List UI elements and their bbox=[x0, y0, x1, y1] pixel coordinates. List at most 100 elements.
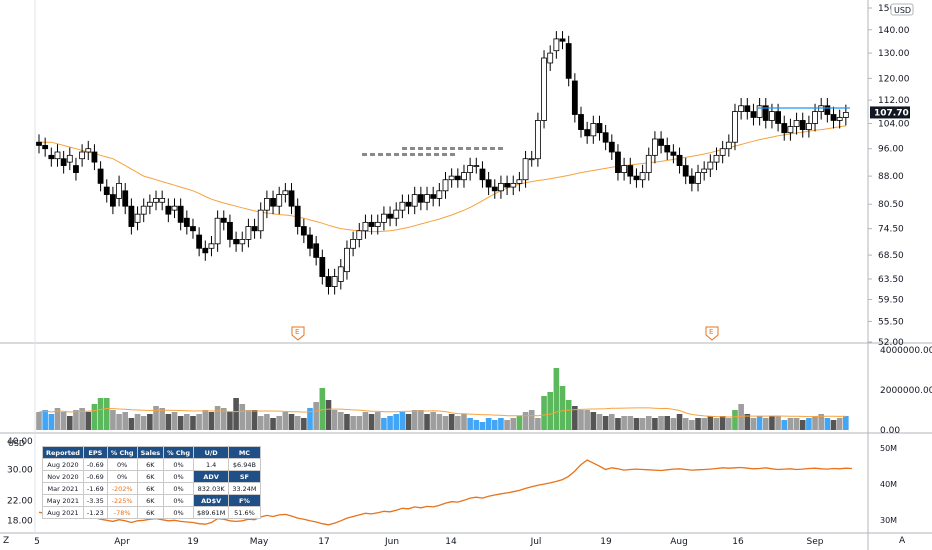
candle-body bbox=[830, 114, 837, 121]
candle-body bbox=[36, 141, 42, 146]
candle-body bbox=[541, 57, 547, 121]
volume-bar bbox=[769, 416, 775, 430]
cell-sales-chg: 0% bbox=[163, 482, 194, 495]
volume-bar bbox=[608, 414, 615, 430]
volume-bar bbox=[103, 398, 110, 430]
volume-bar bbox=[510, 418, 517, 430]
volume-bar bbox=[288, 414, 295, 430]
base-mark bbox=[426, 147, 431, 150]
volume-bar bbox=[405, 414, 412, 430]
cell-sales: 6K bbox=[136, 470, 165, 483]
price-tick-label: 68.50 bbox=[878, 251, 904, 261]
cell-sales-chg: 0% bbox=[163, 506, 194, 519]
col-eps: EPS bbox=[82, 446, 108, 459]
candle-body bbox=[793, 120, 800, 127]
volume-bar bbox=[54, 408, 61, 430]
volume-bar bbox=[584, 410, 590, 430]
candle-body bbox=[750, 111, 757, 118]
candle-body bbox=[220, 217, 227, 223]
volume-bar bbox=[393, 414, 400, 430]
volume-bar bbox=[559, 386, 566, 430]
volume-bar bbox=[541, 396, 547, 430]
candle-body bbox=[183, 217, 190, 227]
volume-tick-label: 0.00 bbox=[880, 426, 900, 436]
base-mark bbox=[426, 153, 431, 156]
base-mark bbox=[482, 147, 487, 150]
cell-sf-label: SF bbox=[228, 470, 261, 483]
candle-body bbox=[344, 247, 350, 273]
candle-body bbox=[399, 201, 406, 211]
volume-bar bbox=[793, 418, 800, 430]
candle-body bbox=[744, 105, 751, 112]
candle-body bbox=[510, 182, 517, 188]
base-mark bbox=[394, 153, 399, 156]
volume-bar bbox=[276, 416, 283, 430]
volume-pane[interactable] bbox=[36, 368, 849, 430]
volume-bar bbox=[85, 412, 92, 430]
volume-bar bbox=[479, 422, 486, 430]
time-tick-label: Jun bbox=[384, 537, 399, 547]
rs-pane[interactable] bbox=[38, 459, 853, 526]
volume-bar bbox=[812, 416, 818, 430]
currency-badge bbox=[890, 3, 914, 16]
candle-body bbox=[799, 120, 806, 130]
table-row: Mar 2021 -1.69 -202% 6K 0% 832.03K 33.24… bbox=[42, 482, 261, 495]
price-tick-label: 59.50 bbox=[878, 296, 904, 306]
corner-right-label[interactable]: A bbox=[899, 536, 906, 546]
cell-reported: Aug 2020 bbox=[42, 458, 84, 471]
volume-bar bbox=[639, 418, 646, 430]
cell-fpct-label: F% bbox=[228, 494, 261, 507]
cell-sales: 6K bbox=[136, 506, 165, 519]
volume-bar bbox=[799, 420, 806, 430]
candle-body bbox=[652, 138, 658, 156]
volume-bar bbox=[658, 416, 664, 430]
time-tick-label: 14 bbox=[445, 537, 457, 547]
candle-body bbox=[467, 165, 474, 173]
candle-body bbox=[775, 111, 781, 124]
volume-tick-label: 4000000.00 bbox=[880, 346, 932, 356]
candle-body bbox=[97, 168, 104, 184]
candle-body bbox=[695, 172, 701, 184]
candle-body bbox=[374, 221, 381, 227]
base-mark bbox=[410, 153, 415, 156]
volume-bar bbox=[134, 414, 141, 430]
candle-body bbox=[424, 194, 430, 203]
candle-body bbox=[682, 165, 689, 177]
volume-bar bbox=[116, 414, 122, 430]
volume-bar bbox=[707, 416, 714, 430]
candle-body bbox=[479, 168, 486, 181]
time-tick-label: 5 bbox=[34, 537, 40, 547]
volume-bar bbox=[830, 420, 837, 430]
candle-body bbox=[331, 276, 338, 287]
volume-tick-label: 2000000.00 bbox=[880, 386, 932, 396]
volume-bar bbox=[744, 414, 751, 430]
volume-bar bbox=[147, 414, 153, 430]
volume-bar bbox=[337, 412, 344, 430]
earnings-marker bbox=[291, 326, 305, 341]
candle-body bbox=[110, 194, 116, 207]
corner-left-label[interactable]: Z bbox=[3, 536, 10, 546]
price-tick-label: 130.00 bbox=[878, 49, 910, 59]
last-price-badge bbox=[870, 106, 910, 119]
table-row: May 2021 -3.35 -225% 6K 0% AD$V F% bbox=[42, 494, 261, 507]
volume-bar bbox=[220, 408, 227, 430]
candle-body bbox=[676, 154, 683, 166]
volume-bar bbox=[473, 420, 480, 430]
candle-body bbox=[824, 105, 831, 115]
candle-body bbox=[725, 141, 732, 150]
volume-bar bbox=[190, 416, 196, 430]
candle-body bbox=[658, 138, 664, 146]
volume-bar bbox=[448, 414, 455, 430]
currency-label: USD bbox=[894, 6, 911, 15]
volume-bar bbox=[726, 418, 732, 430]
candle-body bbox=[60, 158, 67, 166]
candle-body bbox=[79, 151, 86, 160]
volume-bar bbox=[48, 414, 55, 430]
cell-eps: -0.69 bbox=[82, 458, 108, 471]
candle-body bbox=[208, 243, 215, 249]
volume-bar bbox=[368, 414, 375, 430]
price-tick-label: 55.50 bbox=[878, 317, 904, 327]
col-sales-chg: % Chg bbox=[163, 446, 194, 459]
